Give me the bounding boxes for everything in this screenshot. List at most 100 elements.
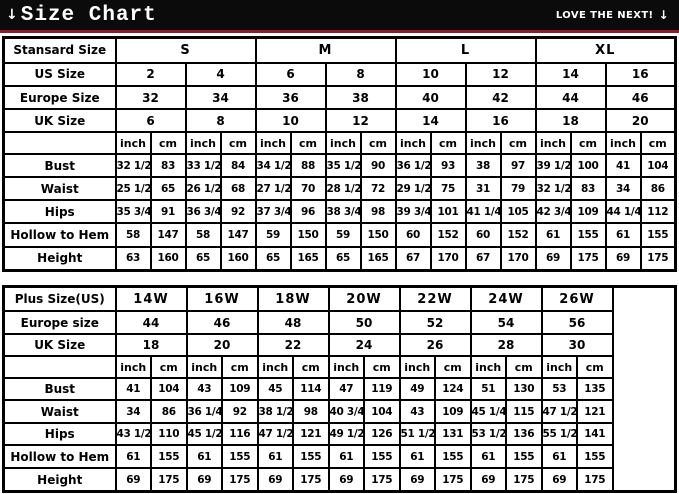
measurement-row: Hollow to Hem 58 147 58 147 59 150 59 150 60 152 60… (2, 222, 677, 248)
measure-value-cell: 84 (219, 152, 257, 179)
measure-value-cell: 135 (576, 376, 614, 402)
measure-value-cell: 55 1/2 (540, 421, 578, 447)
unit-cell: inch (398, 355, 436, 379)
size-header-row: Europe Size 32 34 36 38 40 42 44 46 (2, 84, 677, 111)
measure-value-cell: 61 (604, 222, 642, 248)
measure-value-cell: 92 (221, 399, 259, 424)
title-group: ↓ Size Chart (6, 5, 157, 26)
measure-value-cell: 61 (469, 444, 507, 470)
measure-value-cell: 109 (434, 399, 472, 424)
size-group-cell: 22W (398, 285, 472, 313)
measure-value-cell: 155 (639, 222, 677, 248)
size-value-cell: 20 (185, 332, 259, 358)
corner-label-cell: Stansard Size (2, 36, 117, 64)
measure-value-cell: 155 (576, 444, 614, 470)
measure-value-cell: 26 1/2 (184, 176, 222, 202)
size-value-cell: 8 (324, 61, 397, 87)
size-value-cell: 12 (324, 108, 397, 134)
header-label-cell: UK Size (2, 332, 117, 358)
size-value-cell: 4 (184, 61, 257, 87)
unit-cell: cm (292, 355, 330, 379)
measure-label-cell: Hollow to Hem (2, 444, 117, 470)
measure-value-cell: 61 (534, 222, 572, 248)
measure-value-cell: 34 (114, 399, 152, 424)
measure-label-cell: Height (2, 467, 117, 493)
header-bar: ↓ Size Chart LOVE THE NEXT! ↓ (0, 0, 679, 30)
measure-value-cell: 33 1/2 (184, 152, 222, 179)
size-group-cell: 24W (469, 285, 543, 313)
measure-value-cell: 61 (540, 444, 578, 470)
size-header-row: Europe size 44 46 48 50 52 54 56 (2, 310, 676, 335)
measure-value-cell: 165 (289, 245, 327, 272)
measurement-row: Hollow to Hem 61 155 61 155 61 155 61 155 61 155 61… (2, 444, 676, 470)
measure-value-cell: 92 (219, 199, 257, 225)
measure-value-cell: 60 (464, 222, 502, 248)
measure-label-cell: Hips (2, 199, 117, 225)
measurement-row: Waist 34 86 36 1/4 92 38 1/2 98 40 3/4 104 43 109 4… (2, 399, 676, 424)
measure-value-cell: 83 (569, 176, 607, 202)
size-value-cell: 44 (534, 84, 607, 111)
measure-value-cell: 69 (469, 467, 507, 493)
measure-value-cell: 41 (114, 376, 152, 402)
size-group-cell: L (394, 36, 537, 64)
measure-value-cell: 86 (639, 176, 677, 202)
unit-cell: cm (505, 355, 543, 379)
measure-value-cell: 98 (292, 399, 330, 424)
measure-value-cell: 47 1/2 (256, 421, 294, 447)
measure-value-cell: 69 (114, 467, 152, 493)
measurement-row: Height 69 175 69 175 69 175 69 175 69 175 69 175 69 17… (2, 467, 676, 493)
size-value-cell: 32 (114, 84, 187, 111)
size-value-cell: 18 (114, 332, 188, 358)
unit-row: inch cm inch cm inch cm inch cm inch cm inch cm inch… (2, 355, 676, 379)
measure-value-cell: 70 (289, 176, 327, 202)
size-group-row: Plus Size(US) 14W 16W 18W 20W 22W 24W 26W (2, 285, 677, 493)
size-value-cell: 10 (254, 108, 327, 134)
size-value-cell: 48 (256, 310, 330, 335)
measure-value-cell: 114 (292, 376, 330, 402)
measure-value-cell: 51 1/2 (398, 421, 436, 447)
measure-value-cell: 47 1/2 (540, 399, 578, 424)
measurement-row: Bust 41 104 43 109 45 114 47 119 49 124 51 130 53 135 (2, 376, 676, 402)
measure-value-cell: 79 (499, 176, 537, 202)
measure-value-cell: 175 (576, 467, 614, 493)
size-header-row: UK Size 18 20 22 24 26 28 30 (2, 332, 676, 358)
plus-size-table: Plus Size(US) 14W 16W 18W 20W 22W 24W 26W Europe… (2, 285, 677, 493)
size-value-cell: 28 (469, 332, 543, 358)
measure-value-cell: 36 3/4 (184, 199, 222, 225)
measure-value-cell: 58 (114, 222, 152, 248)
measure-value-cell: 65 (184, 245, 222, 272)
size-value-cell: 14 (394, 108, 467, 134)
measure-value-cell: 105 (499, 199, 537, 225)
measure-value-cell: 51 (469, 376, 507, 402)
measure-value-cell: 155 (292, 444, 330, 470)
measure-value-cell: 49 (398, 376, 436, 402)
size-value-cell: 6 (114, 108, 187, 134)
measure-value-cell: 59 (324, 222, 362, 248)
measure-value-cell: 170 (499, 245, 537, 272)
empty-filler-cell (611, 285, 677, 493)
measure-value-cell: 43 1/2 (114, 421, 152, 447)
unit-cell: inch (469, 355, 507, 379)
measure-value-cell: 152 (429, 222, 467, 248)
measure-label-cell: Waist (2, 176, 117, 202)
measure-value-cell: 109 (221, 376, 259, 402)
measure-value-cell: 160 (149, 245, 187, 272)
measure-value-cell: 175 (569, 245, 607, 272)
unit-cell: cm (363, 355, 401, 379)
measure-value-cell: 41 1/4 (464, 199, 502, 225)
unit-cell: cm (569, 131, 607, 155)
measure-value-cell: 175 (434, 467, 472, 493)
measure-value-cell: 104 (639, 152, 677, 179)
measure-value-cell: 45 1/2 (185, 421, 223, 447)
measure-value-cell: 109 (569, 199, 607, 225)
size-value-cell: 20 (604, 108, 677, 134)
measure-value-cell: 160 (219, 245, 257, 272)
unit-cell: inch (185, 355, 223, 379)
measure-label-cell: Bust (2, 376, 117, 402)
unit-cell: cm (221, 355, 259, 379)
size-value-cell: 16 (464, 108, 537, 134)
measure-value-cell: 75 (429, 176, 467, 202)
measure-value-cell: 152 (499, 222, 537, 248)
measure-value-cell: 175 (363, 467, 401, 493)
size-value-cell: 40 (394, 84, 467, 111)
